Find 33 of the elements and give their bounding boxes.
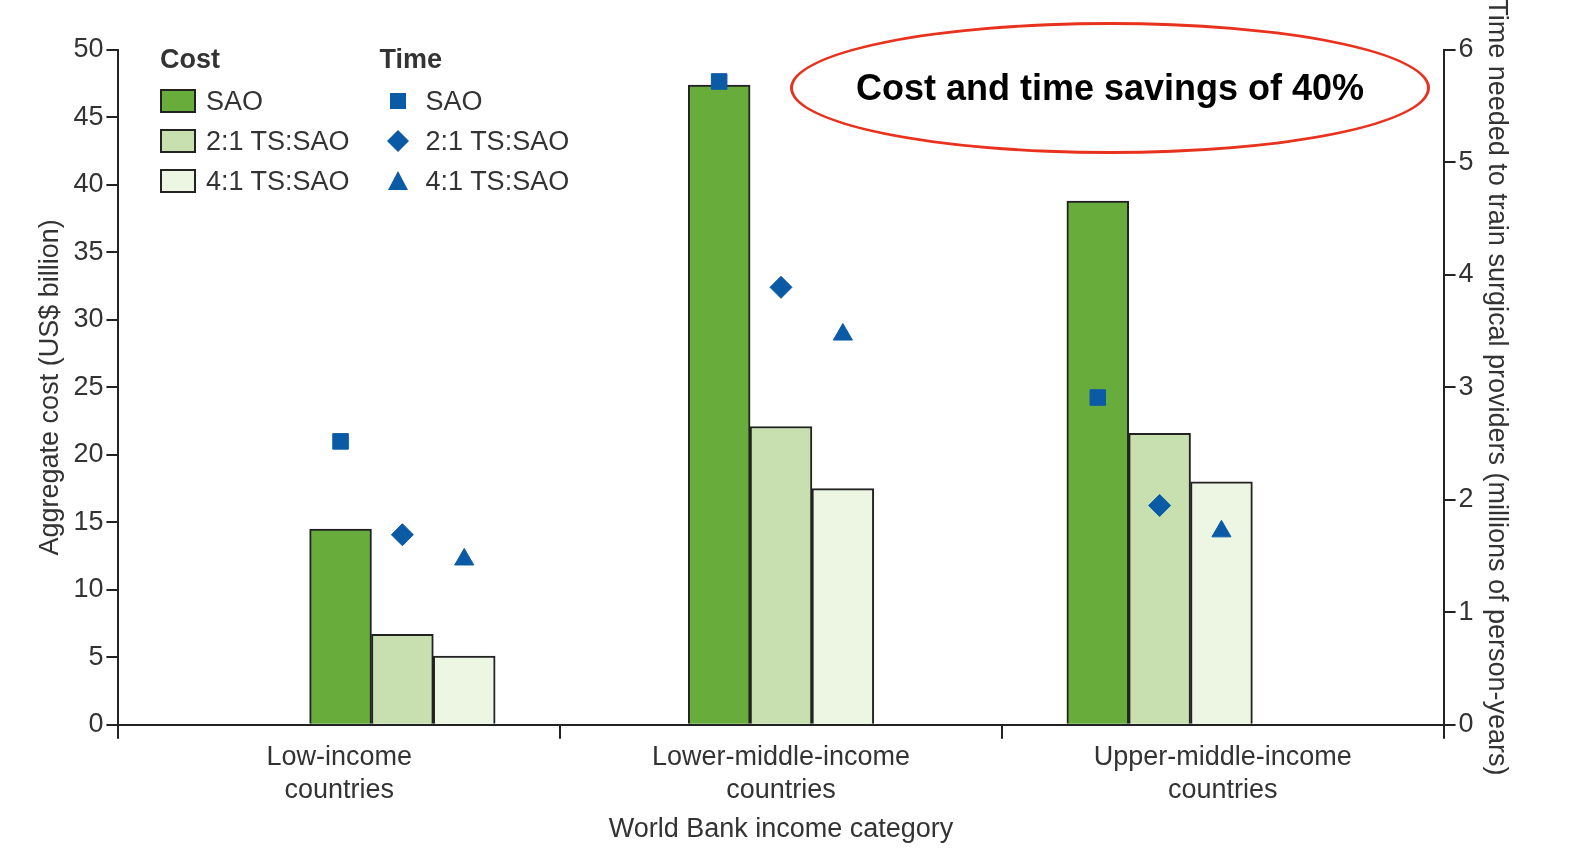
y-tick-label: 35: [73, 235, 104, 266]
annotation: Cost: [160, 44, 221, 75]
y-tick-label: 40: [73, 168, 104, 199]
legend-label: 2:1 TS:SAO: [425, 125, 570, 157]
y2-tick-label: 4: [1458, 258, 1474, 289]
y-tick-label: 45: [73, 100, 104, 131]
legend-label: SAO: [425, 85, 483, 117]
ellipse-outline: Cost and time savings of 40%: [790, 22, 1430, 154]
x-tick-label: Upper-middle-income countries: [1093, 741, 1352, 804]
y2-tick-label: 2: [1458, 483, 1474, 514]
legend-label: 2:1 TS:SAO: [206, 125, 350, 157]
legend-label: SAO: [206, 85, 264, 117]
y-tick-label: 25: [73, 370, 104, 401]
y-tick-label: 50: [73, 33, 104, 64]
legend-label: 4:1 TS:SAO: [206, 165, 350, 197]
annotation: Time: [379, 44, 444, 75]
y-tick-label: 15: [73, 505, 104, 536]
y-tick-label: 20: [73, 438, 104, 469]
y-tick-label: 0: [88, 708, 104, 739]
y-tick-label: 10: [73, 573, 104, 604]
y-tick-label: 30: [73, 303, 104, 334]
y2-tick-label: 3: [1458, 370, 1474, 401]
x-tick-label: Low-income countries: [266, 741, 413, 804]
y2-tick-label: 0: [1458, 708, 1474, 739]
x-axis-title: World Bank income category: [608, 813, 954, 844]
y2-tick-label: 1: [1458, 595, 1474, 626]
y2-tick-label: 6: [1458, 33, 1474, 64]
y-axis-title: Aggregate cost (US$ billion): [33, 219, 64, 556]
x-tick-label: Lower-middle-income countries: [651, 741, 911, 804]
y2-tick-label: 5: [1458, 145, 1474, 176]
y2-axis-title: Time needed to train surgical providers (millions of person-years): [1483, 0, 1514, 776]
legend-label: 4:1 TS:SAO: [425, 165, 570, 197]
y-tick-label: 5: [88, 640, 104, 671]
